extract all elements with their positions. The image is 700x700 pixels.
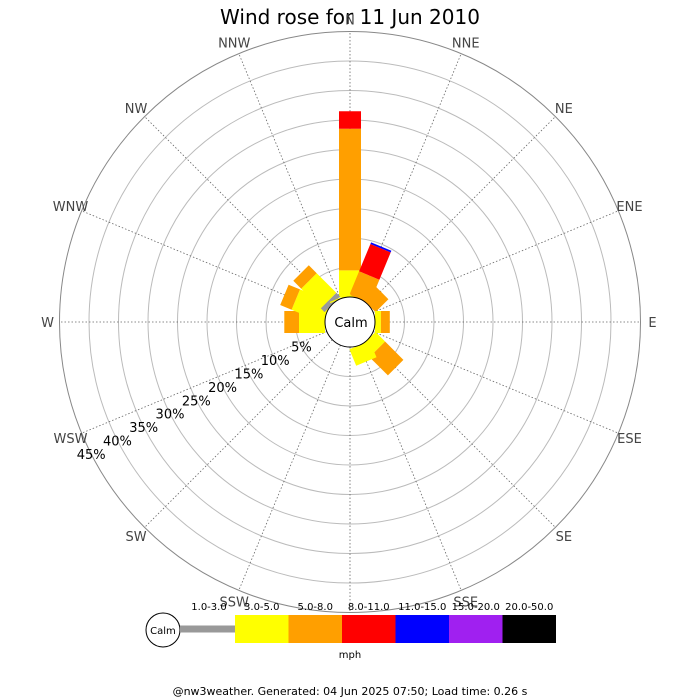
direction-label-ne: NE: [555, 102, 573, 117]
direction-spokes: [59, 31, 641, 613]
percent-label-10: 10%: [261, 354, 290, 369]
bar-se-5.0-8.0: [369, 341, 404, 376]
footer-text: @nw3weather. Generated: 04 Jun 2025 07:5…: [173, 685, 528, 698]
calm-label: Calm: [334, 316, 367, 331]
percent-label-30: 30%: [156, 408, 185, 423]
percent-label-45: 45%: [77, 448, 106, 463]
legend-swatch-5.0-8.0: [288, 615, 342, 643]
spoke-ene: [372, 210, 619, 313]
direction-labels: NNNENEENEEESESESSESSSWSWWSWWWNWNWNNW: [41, 14, 657, 634]
legend-calm-label: Calm: [150, 626, 176, 637]
bar-nnw-3.0-5.0: [329, 293, 351, 304]
percent-label-35: 35%: [129, 421, 158, 436]
legend-label-5.0-8.0: 5.0-8.0: [298, 602, 333, 613]
bar-wnw-3.0-5.0: [291, 289, 332, 323]
bar-wnw-5.0-8.0: [280, 284, 300, 310]
bar-n-5.0-8.0: [339, 128, 361, 271]
bar-nne-8.0-11.0: [359, 244, 391, 280]
direction-label-sse: SSE: [453, 595, 478, 610]
bar-w-5.0-8.0: [284, 311, 299, 333]
direction-label-wnw: WNW: [53, 200, 89, 215]
legend-label-20.0-50.0: 20.0-50.0: [505, 602, 553, 613]
direction-label-wsw: WSW: [54, 432, 88, 447]
legend-label-8.0-11.0: 8.0-11.0: [348, 602, 390, 613]
calm-circle: [324, 296, 376, 348]
spoke-ese: [372, 331, 619, 434]
legend-label-1.0-3.0: 1.0-3.0: [191, 602, 226, 613]
legend-swatch-8.0-11.0: [342, 615, 396, 643]
direction-label-ese: ESE: [617, 432, 642, 447]
spoke-ne: [367, 116, 556, 305]
bar-e-5.0-8.0: [380, 311, 390, 333]
legend-label-15.0-20.0: 15.0-20.0: [452, 602, 500, 613]
direction-label-n: N: [345, 14, 355, 29]
direction-label-nne: NNE: [452, 37, 480, 52]
bar-nne-11.0-15.0: [370, 242, 392, 253]
speed-legend: Calm mph 1.0-3.0 3.0-5.0 5.0-8.0 8.0-11.0 11…: [145, 602, 556, 661]
spoke-wnw: [81, 210, 328, 313]
bar-nw-5.0-8.0: [293, 265, 317, 289]
legend-swatch-15.0-20.0: [449, 615, 503, 643]
legend-swatch-20.0-50.0: [502, 615, 556, 643]
percent-label-40: 40%: [103, 435, 132, 450]
direction-label-w: W: [41, 316, 54, 331]
direction-label-nw: NW: [125, 102, 148, 117]
legend-unit-label: mph: [339, 650, 361, 661]
wind-bars: [280, 111, 404, 376]
spoke-nnw: [238, 53, 341, 300]
spoke-sw: [144, 339, 333, 528]
bar-ne-5.0-8.0: [359, 283, 389, 313]
percent-label-5: 5%: [291, 341, 312, 356]
direction-label-ssw: SSW: [220, 595, 250, 610]
direction-label-nnw: NNW: [218, 37, 250, 52]
spoke-nw: [144, 116, 333, 305]
percent-label-25: 25%: [182, 394, 211, 409]
legend-swatch-11.0-15.0: [395, 615, 449, 643]
spoke-nne: [359, 53, 462, 300]
direction-label-sw: SW: [126, 530, 147, 545]
direction-label-se: SE: [556, 530, 572, 545]
bar-n-8.0-11.0: [339, 111, 361, 129]
ring-45: [59, 31, 641, 613]
bar-sse-3.0-5.0: [349, 340, 377, 366]
spoke-wsw: [81, 331, 328, 434]
legend-swatch-3.0-5.0: [235, 615, 289, 643]
legend-label-11.0-15.0: 11.0-15.0: [398, 602, 446, 613]
percent-labels: 5%10%15%20%25%30%35%40%45%: [77, 341, 312, 463]
direction-label-e: E: [648, 316, 656, 331]
bar-nw-3.0-5.0: [301, 273, 337, 309]
spoke-se: [367, 339, 556, 528]
percent-label-15: 15%: [234, 368, 263, 383]
spoke-sse: [359, 344, 462, 591]
direction-label-ene: ENE: [616, 200, 642, 215]
legend-label-3.0-5.0: 3.0-5.0: [244, 602, 279, 613]
bar-e-3.0-5.0: [375, 311, 381, 333]
chart-title: Wind rose for 11 Jun 2010: [220, 5, 480, 29]
spoke-ssw: [238, 344, 341, 591]
percent-label-20: 20%: [208, 381, 237, 396]
